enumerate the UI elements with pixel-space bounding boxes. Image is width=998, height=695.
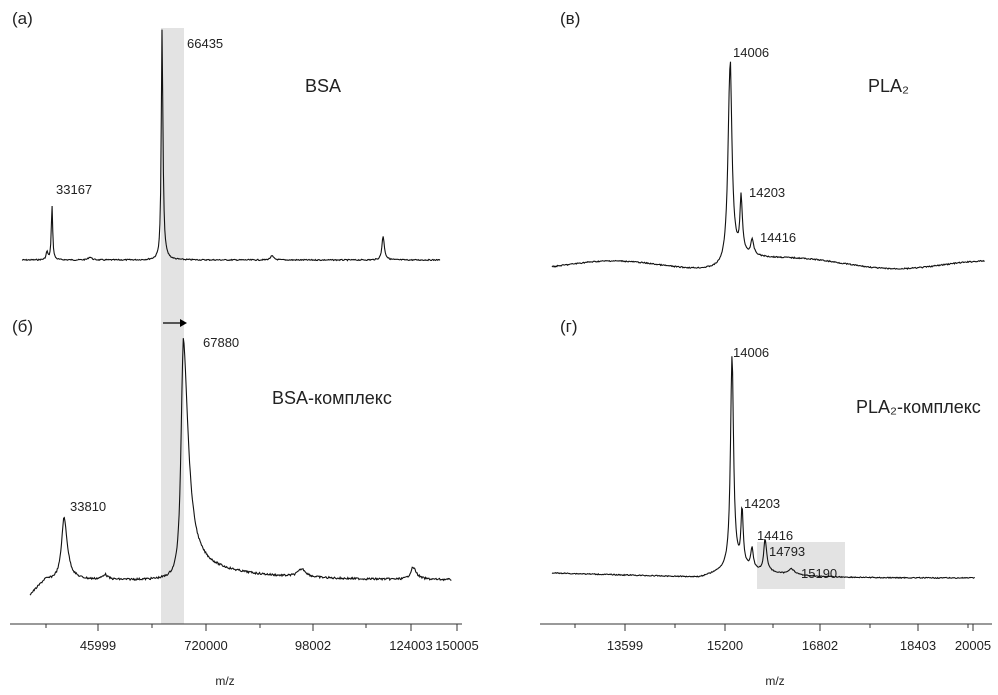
spectrum-trace <box>21 29 441 262</box>
panel-title: BSA-комплекс <box>272 388 392 408</box>
x-tick-label: 13599 <box>607 638 643 653</box>
x-tick-label: 124003 <box>389 638 432 653</box>
peak-label: 66435 <box>187 36 223 51</box>
x-tick-label: 16802 <box>802 638 838 653</box>
peak-label: 14793 <box>769 544 805 559</box>
x-tick-label: 98002 <box>295 638 331 653</box>
spectrum-trace <box>29 338 452 596</box>
x-tick-label: 18403 <box>900 638 936 653</box>
panel-label: (в) <box>560 9 580 28</box>
peak-label: 14006 <box>733 45 769 60</box>
axis-label: m/z <box>215 674 234 688</box>
x-tick-label: 20005 <box>955 638 991 653</box>
peak-label: 14416 <box>757 528 793 543</box>
panel-label: (а) <box>12 9 33 28</box>
x-tick-label: 15200 <box>707 638 743 653</box>
highlight-box <box>757 542 845 589</box>
peak-label: 15190 <box>801 566 837 581</box>
panel-title: BSA <box>305 76 341 96</box>
peak-label: 33167 <box>56 182 92 197</box>
panel-label: (г) <box>560 317 578 336</box>
peak-label: 14006 <box>733 345 769 360</box>
highlight-band <box>161 28 184 624</box>
peak-label: 14203 <box>749 185 785 200</box>
spectrum-trace <box>551 356 975 580</box>
peak-label: 14416 <box>760 230 796 245</box>
peak-label: 14203 <box>744 496 780 511</box>
arrow-head <box>180 319 187 327</box>
x-tick-label: 150005 <box>435 638 478 653</box>
x-tick-label: 45999 <box>80 638 116 653</box>
x-tick-label: 720000 <box>184 638 227 653</box>
axis-label: m/z <box>765 674 784 688</box>
panel-title: PLA₂-комплекс <box>856 397 981 417</box>
panel-title: PLA₂ <box>868 76 909 96</box>
peak-label: 33810 <box>70 499 106 514</box>
spectrum-trace <box>551 61 985 270</box>
panel-label: (б) <box>12 317 33 336</box>
peak-label: 67880 <box>203 335 239 350</box>
